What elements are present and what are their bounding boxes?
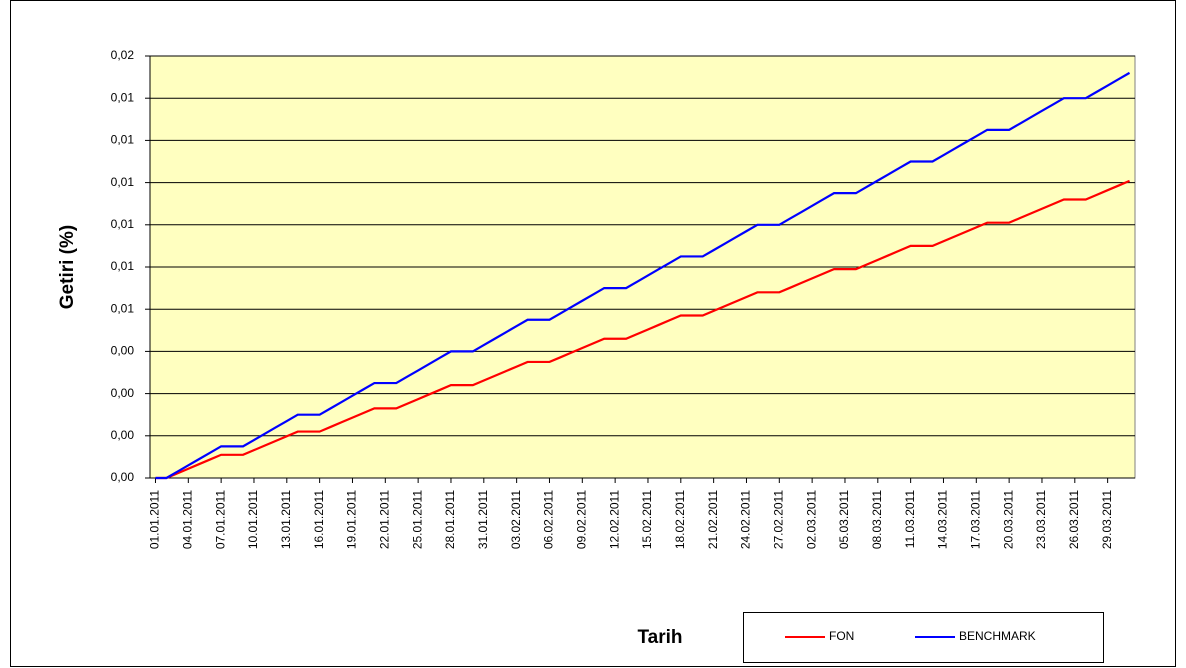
series-line [155,179,1130,480]
x-tick-label: 18.02.2011 [673,490,687,549]
x-tick-label: 23.03.2011 [1034,490,1048,549]
legend-label: FON [829,629,854,643]
x-tick-label: 22.01.2011 [377,490,391,549]
x-tick-label: 04.01.2011 [180,490,194,549]
y-tick-label: 0,01 [111,259,135,273]
y-tick-label: 0,01 [111,175,135,189]
x-tick-label: 11.03.2011 [903,490,917,549]
x-tick-label: 07.01.2011 [213,490,227,549]
legend-label: BENCHMARK [959,629,1036,643]
y-axis-title: Getiri (%) [57,225,78,309]
y-tick-label: 0,01 [111,217,135,231]
x-tick-label: 31.01.2011 [476,490,490,549]
y-tick-label: 0,00 [111,344,135,358]
x-tick-label: 20.03.2011 [1001,490,1015,549]
x-axis-title: Tarih [637,627,682,648]
x-tick-label: 16.01.2011 [312,490,326,549]
y-tick-label: 0,01 [111,301,135,315]
y-tick-label: 0,00 [111,470,135,484]
x-tick-label: 27.02.2011 [771,490,785,549]
x-tick-label: 14.03.2011 [936,490,950,549]
x-tick-label: 05.03.2011 [837,490,851,549]
y-tick-label: 0,00 [111,428,135,442]
series-line [155,71,1131,480]
x-tick-label: 12.02.2011 [607,490,621,549]
y-tick-label: 0,01 [111,133,135,147]
x-tick-label: 19.01.2011 [345,490,359,549]
x-tick-label: 09.02.2011 [574,490,588,549]
x-tick-label: 28.01.2011 [443,490,457,549]
x-tick-label: 29.03.2011 [1100,490,1114,549]
x-tick-label: 02.03.2011 [804,490,818,549]
x-tick-label: 10.01.2011 [246,490,260,549]
y-tick-label: 0,01 [111,90,135,104]
x-tick-label: 08.03.2011 [870,490,884,549]
y-tick-label: 0,02 [111,48,135,62]
x-tick-label: 01.01.2011 [148,490,162,549]
x-tick-label: 03.02.2011 [509,490,523,549]
x-tick-label: 24.02.2011 [739,490,753,549]
x-tick-label: 26.03.2011 [1067,490,1081,549]
x-tick-label: 17.03.2011 [968,490,982,549]
y-tick-label: 0,00 [111,386,135,400]
x-tick-label: 21.02.2011 [706,490,720,549]
x-tick-label: 15.02.2011 [640,490,654,549]
x-tick-label: 25.01.2011 [410,490,424,549]
x-tick-label: 13.01.2011 [279,490,293,549]
x-tick-label: 06.02.2011 [542,490,556,549]
